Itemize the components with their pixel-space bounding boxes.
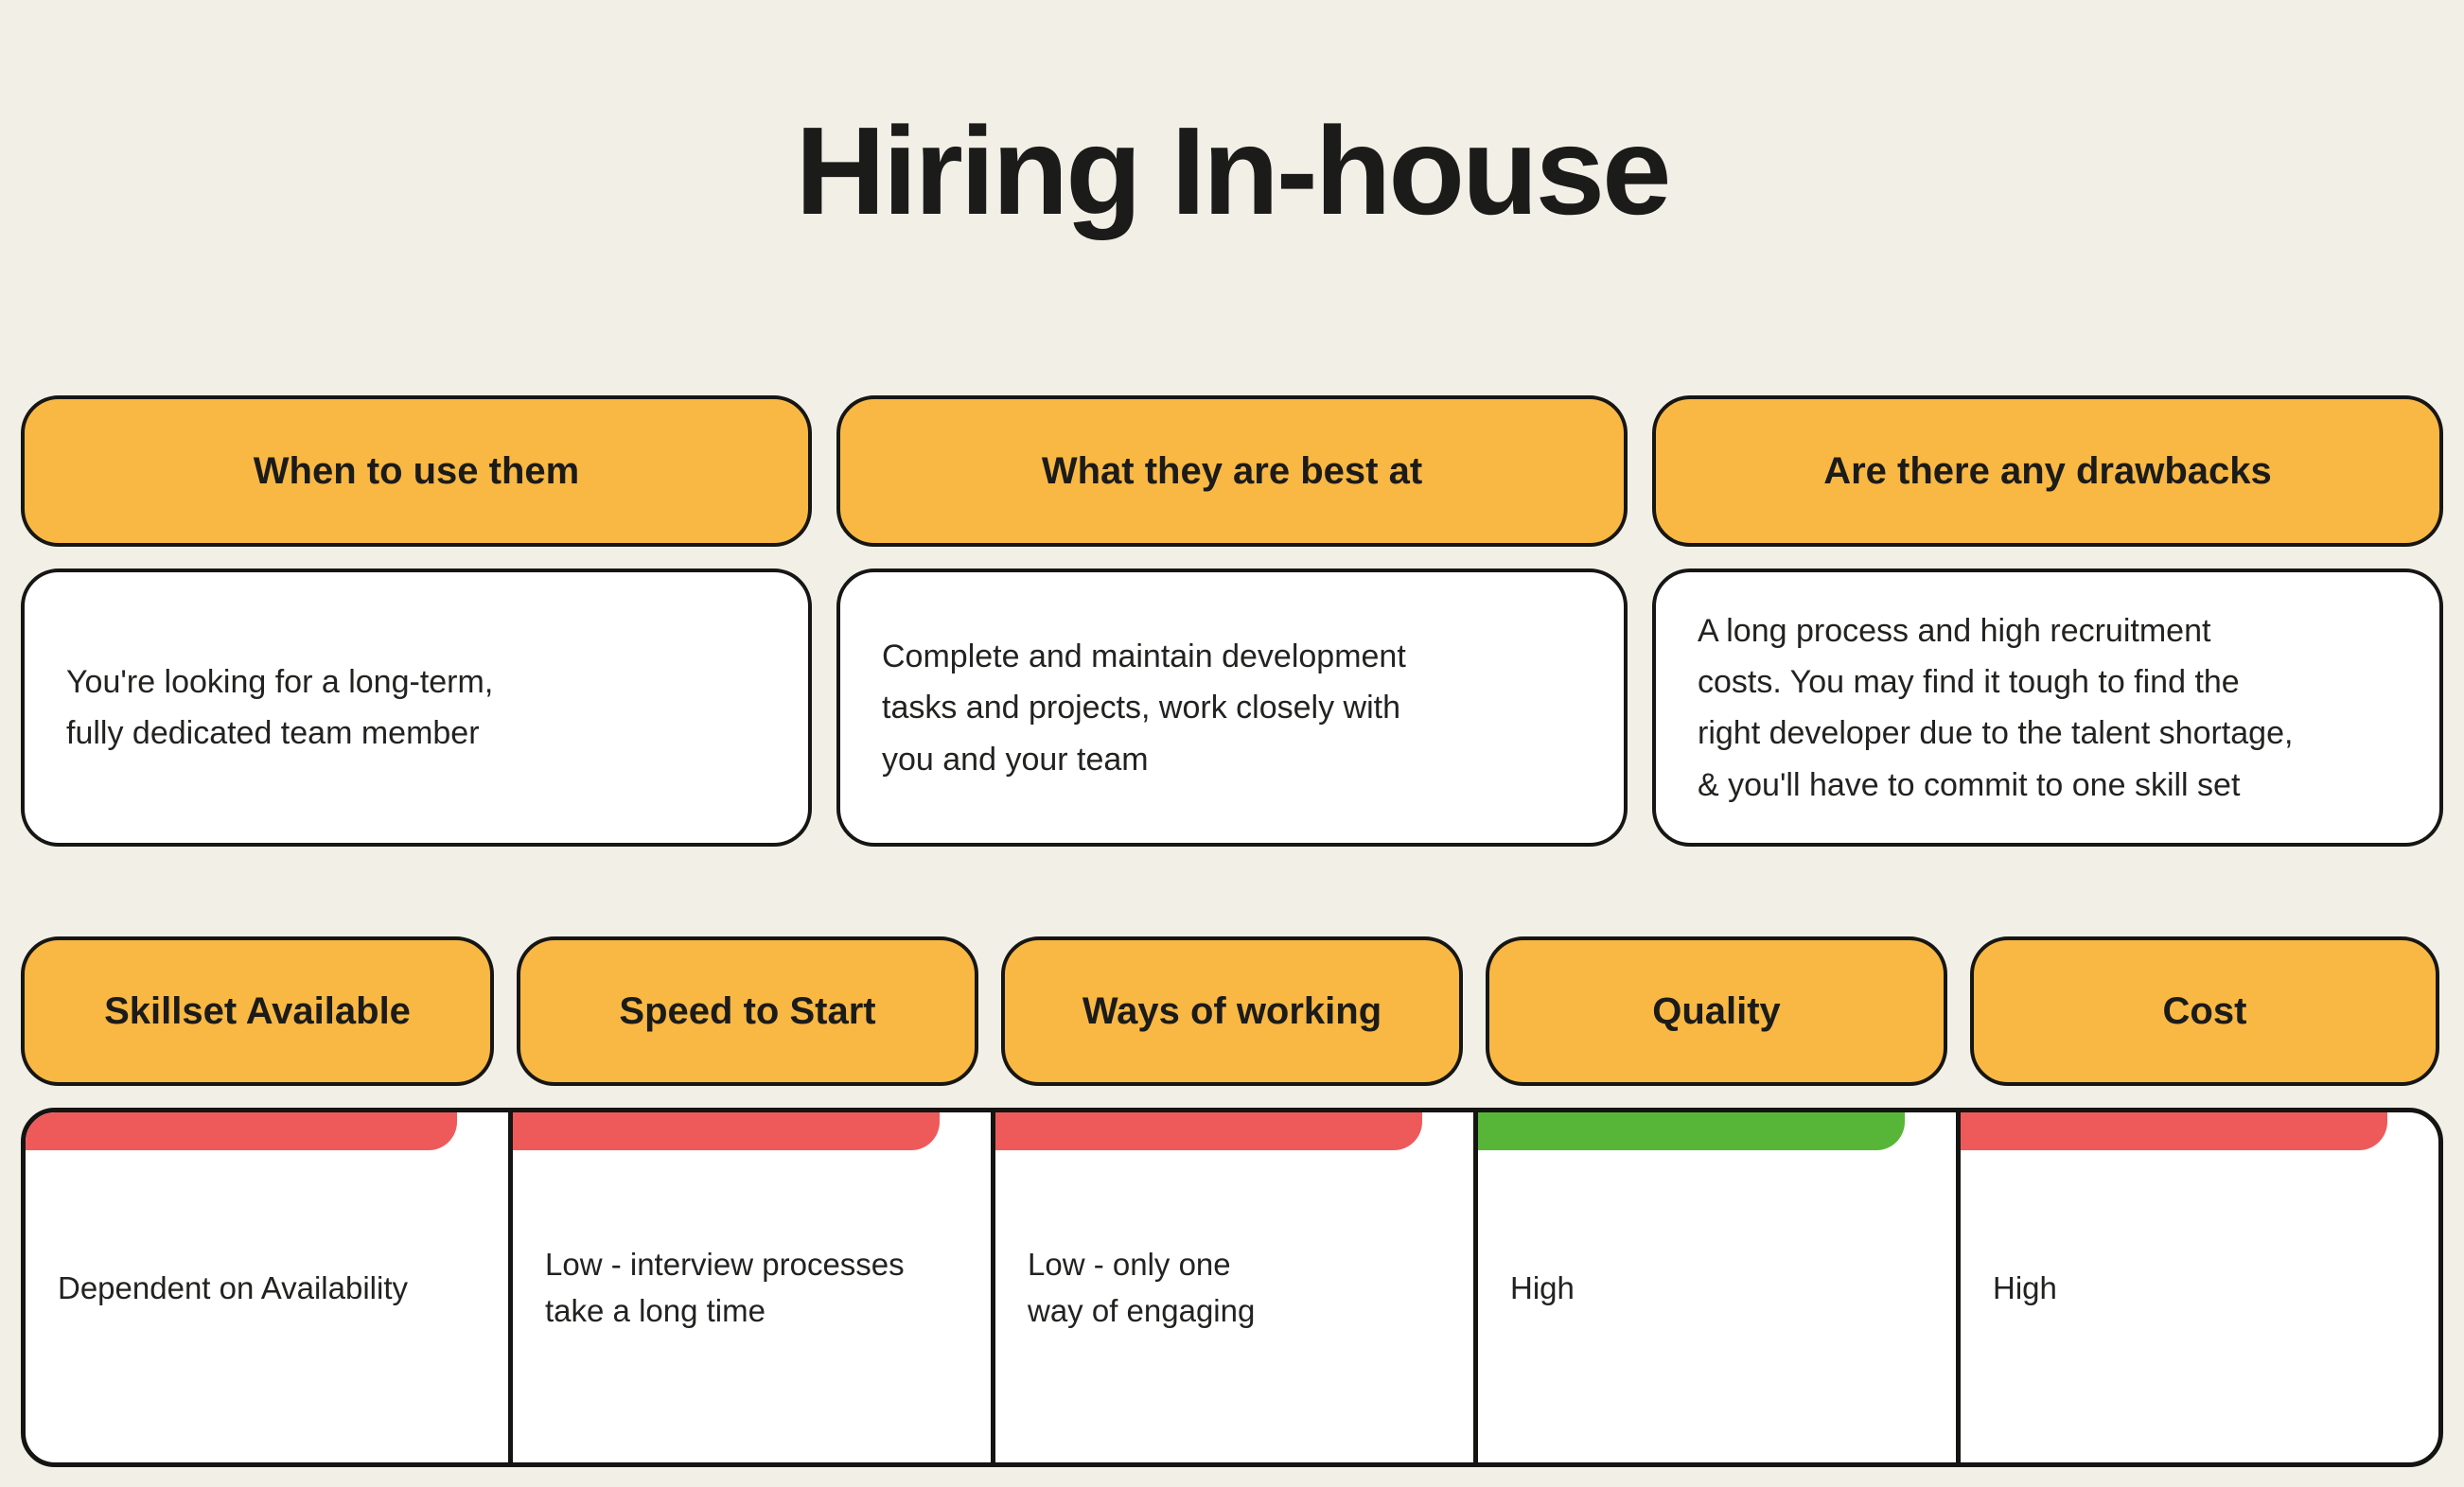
qa-header-best-at: What they are best at: [836, 395, 1628, 548]
criteria-value-skillset: Dependent on Availability: [58, 1269, 408, 1305]
qa-column-drawbacks: Are there any drawbacks A long process a…: [1652, 395, 2443, 848]
criteria-cell-speed: Low - interview processes take a long ti…: [508, 1112, 991, 1463]
status-bar-ways-of-working: [995, 1112, 1422, 1151]
qa-body-when-to-use: You're looking for a long-term, fully de…: [21, 569, 812, 848]
criteria-header-ways-of-working: Ways of working: [1001, 936, 1463, 1087]
status-bar-skillset: [26, 1112, 457, 1151]
criteria-header-cost: Cost: [1970, 936, 2439, 1087]
criteria-table: Dependent on Availability Low - intervie…: [21, 1108, 2443, 1468]
status-bar-cost: [1961, 1112, 2387, 1151]
criteria-value-speed: Low - interview processes take a long ti…: [545, 1246, 905, 1329]
qa-column-best-at: What they are best at Complete and maint…: [836, 395, 1628, 848]
qa-header-drawbacks: Are there any drawbacks: [1652, 395, 2443, 548]
qa-body-drawbacks: A long process and high recruitment cost…: [1652, 569, 2443, 848]
criteria-cell-cost: High: [1956, 1112, 2438, 1463]
criteria-header-speed: Speed to Start: [517, 936, 978, 1087]
criteria-value-quality: High: [1510, 1269, 1575, 1305]
criteria-header-quality: Quality: [1486, 936, 1947, 1087]
criteria-cell-quality: High: [1473, 1112, 1956, 1463]
criteria-header-row: Skillset Available Speed to Start Ways o…: [21, 936, 2443, 1087]
qa-section: When to use them You're looking for a lo…: [21, 395, 2443, 848]
criteria-cell-skillset: Dependent on Availability: [26, 1112, 508, 1462]
criteria-cell-ways-of-working: Low - only one way of engaging: [991, 1112, 1473, 1463]
page-title: Hiring In-house: [795, 101, 1672, 240]
qa-header-when-to-use: When to use them: [21, 395, 812, 548]
qa-column-when-to-use: When to use them You're looking for a lo…: [21, 395, 812, 848]
status-bar-speed: [513, 1112, 940, 1151]
status-bar-quality: [1478, 1112, 1905, 1151]
qa-body-best-at: Complete and maintain development tasks …: [836, 569, 1628, 848]
criteria-header-skillset: Skillset Available: [21, 936, 494, 1087]
criteria-value-ways-of-working: Low - only one way of engaging: [1028, 1246, 1256, 1329]
criteria-value-cost: High: [1993, 1269, 2057, 1305]
